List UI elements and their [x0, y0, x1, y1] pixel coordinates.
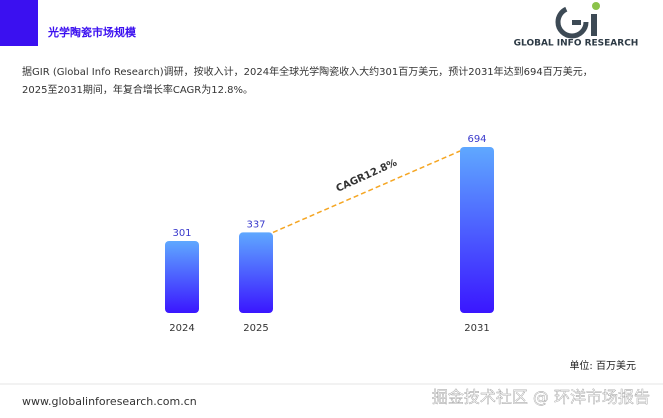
logo-dot [592, 2, 600, 10]
logo-text: GLOBAL INFO RESEARCH [514, 39, 639, 49]
logo-i [591, 14, 597, 36]
watermark: 掘金技术社区 @ 环洋市场报告 [432, 388, 650, 407]
description-line: 2025至2031期间，年复合增长率CAGR为12.8%。 [22, 83, 253, 96]
cagr-line [272, 150, 461, 234]
footer-url: www.globalinforesearch.com.cn [22, 395, 197, 408]
value-label: 337 [246, 219, 265, 230]
chart-title: 光学陶瓷市场规模 [47, 25, 137, 39]
unit-label: 单位: 百万美元 [569, 359, 636, 372]
value-label: 694 [467, 134, 486, 145]
x-tick-label: 2024 [169, 323, 194, 334]
x-tick-label: 2025 [243, 323, 268, 334]
logo: GLOBAL INFO RESEARCH [514, 2, 639, 49]
logo-g-bar [572, 20, 581, 25]
bar [239, 232, 273, 313]
description-line: 据GIR (Global Info Research)调研，按收入计，2024年… [22, 65, 593, 78]
value-label: 301 [172, 228, 191, 239]
bar [165, 241, 199, 313]
title-accent [0, 0, 38, 46]
x-tick-label: 2031 [464, 323, 489, 334]
logo-g [555, 5, 589, 39]
bar [460, 147, 494, 313]
